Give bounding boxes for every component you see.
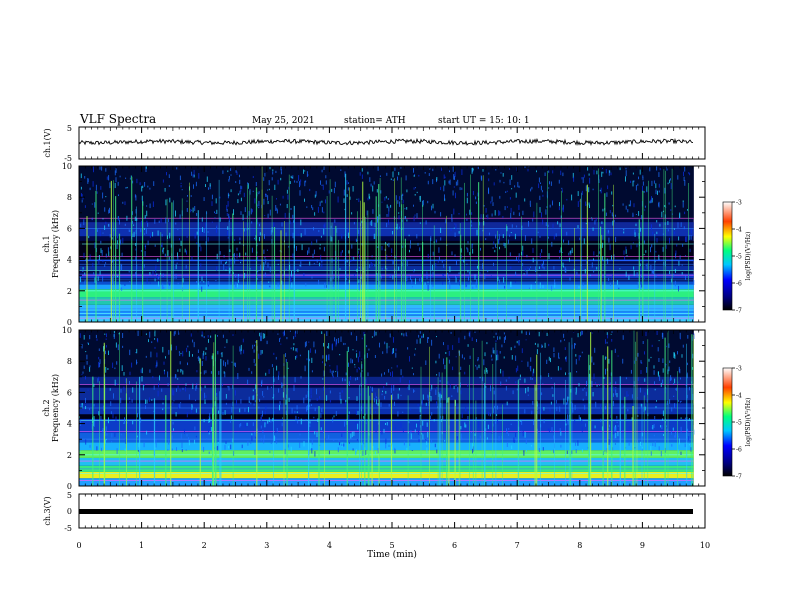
colorbar-tick--4: -4 xyxy=(736,393,742,400)
colorbar-tick--7: -7 xyxy=(736,474,742,481)
date-label: May 25, 2021 xyxy=(252,116,315,126)
ch-ytick-6: 6 xyxy=(67,388,72,397)
colorbar-tick--3: -3 xyxy=(736,366,742,373)
colorbar-tick--6: -6 xyxy=(736,281,742,288)
ch1-voltage-panel: 5 -5 ch.1(V) xyxy=(43,124,706,163)
time-axis: 0 1 2 3 4 5 6 7 8 9 10 xyxy=(76,127,710,550)
ch1-voltage-trace xyxy=(78,137,694,147)
ch3-ylabel: ch.3(V) xyxy=(43,496,52,525)
colorbar-2: -3 -4 -5 -6 -7 log(PSD)(V²/Hz) xyxy=(722,366,752,481)
x-tick-label-7: 7 xyxy=(515,541,520,550)
x-tick-label-8: 8 xyxy=(577,541,582,550)
colorbar-tick--6: -6 xyxy=(736,447,742,454)
colorbar-2-ramp xyxy=(722,367,733,477)
ch3-ytick-mid: 0 xyxy=(67,507,72,516)
start-ut-label: start UT = 15: 10: 1 xyxy=(438,116,530,126)
ch-ytick-6: 6 xyxy=(67,224,72,233)
colorbar-2-label: log(PSD)(V²/Hz) xyxy=(745,398,752,447)
ch1-ytick-bottom: -5 xyxy=(64,154,72,163)
ch1-ylabel-line2: Frequency (kHz) xyxy=(51,210,60,278)
ch-ytick-0: 0 xyxy=(67,318,72,327)
x-tick-label-3: 3 xyxy=(264,541,269,550)
ch1-ylabel-line1: ch.1 xyxy=(42,235,51,252)
colorbar-1: -3 -4 -5 -6 -7 log(PSD)(V²/Hz) xyxy=(722,200,752,315)
ch3-voltage-panel: 5 0 -5 ch.3(V) xyxy=(43,491,706,533)
ch-ytick-0: 0 xyxy=(67,482,72,491)
ch1-ytick-top: 5 xyxy=(67,124,72,133)
x-axis-label: Time (min) xyxy=(367,549,417,560)
ch2-ylabel-line2: Frequency (kHz) xyxy=(51,374,60,442)
x-tick-label-0: 0 xyxy=(76,541,81,550)
x-tick-label-2: 2 xyxy=(202,541,207,550)
ch-ytick-4: 4 xyxy=(67,256,72,265)
ch1-spectrogram-image xyxy=(79,166,695,322)
chart-title: VLF Spectra xyxy=(79,112,156,126)
ch-ytick-8: 8 xyxy=(67,193,72,202)
colorbar-1-ramp xyxy=(722,201,733,311)
x-tick-label-5: 5 xyxy=(389,541,394,550)
x-tick-label-1: 1 xyxy=(139,541,144,550)
x-tick-label-4: 4 xyxy=(327,541,332,550)
ch-ytick-2: 2 xyxy=(67,451,72,460)
x-tick-label-9: 9 xyxy=(640,541,645,550)
colorbar-tick--5: -5 xyxy=(736,420,742,427)
ch-ytick-10: 10 xyxy=(62,326,72,335)
ch3-ytick-top: 5 xyxy=(67,491,72,500)
colorbar-1-label: log(PSD)(V²/Hz) xyxy=(745,232,752,281)
ch1-spectrogram-panel: 0 2 4 6 8 10 ch.1 Frequency (kHz) xyxy=(42,162,706,327)
ch1-ylabel: ch.1(V) xyxy=(43,128,52,157)
ch3-voltage-trace xyxy=(79,509,693,514)
colorbar-tick--5: -5 xyxy=(736,254,742,261)
x-tick-label-10: 10 xyxy=(700,541,710,550)
ch-ytick-4: 4 xyxy=(67,420,72,429)
colorbar-tick--3: -3 xyxy=(736,200,742,207)
x-tick-label-6: 6 xyxy=(452,541,457,550)
colorbar-tick--4: -4 xyxy=(736,227,742,234)
ch-ytick-10: 10 xyxy=(62,162,72,171)
ch2-spectrogram-panel: 0 2 4 6 8 10 ch.2 Frequency (kHz) xyxy=(42,326,706,491)
colorbar-tick--7: -7 xyxy=(736,308,742,315)
ch-ytick-8: 8 xyxy=(67,357,72,366)
ch-ytick-2: 2 xyxy=(67,287,72,296)
station-label: station= ATH xyxy=(344,116,406,126)
ch3-ytick-bottom: -5 xyxy=(64,524,72,533)
ch2-ylabel-line1: ch.2 xyxy=(42,399,51,416)
ch2-spectrogram-image xyxy=(79,330,695,486)
